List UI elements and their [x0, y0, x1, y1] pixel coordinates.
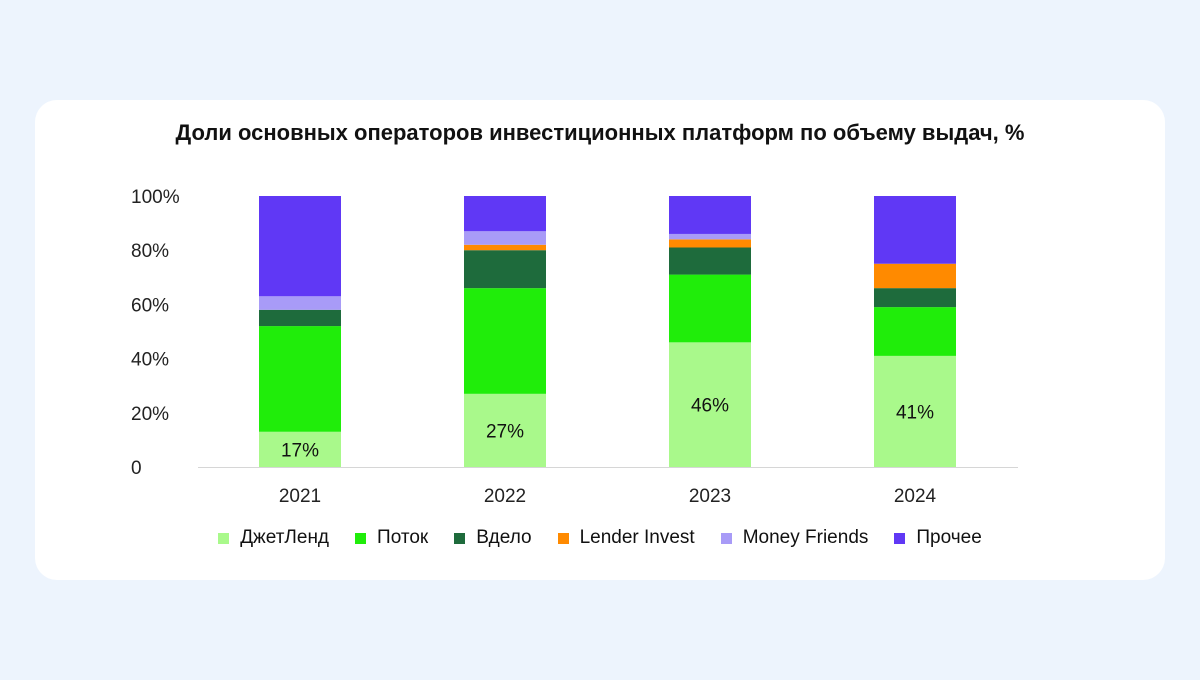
- bar-segment-Lender Invest: [669, 239, 751, 248]
- bar-segment-ДжетЛенд: [669, 342, 751, 467]
- bar-segment-Money Friends: [669, 233, 751, 240]
- legend-label: Вдело: [476, 527, 532, 548]
- x-tick-label: 2024: [894, 486, 937, 507]
- x-tick-label: 2023: [689, 486, 731, 507]
- legend-label: Прочее: [916, 527, 982, 548]
- bar-segment-Прочее: [874, 196, 956, 264]
- data-label: 17%: [281, 440, 319, 461]
- bar-segment-ДжетЛенд: [874, 355, 956, 467]
- y-tick-label: 40%: [131, 350, 169, 371]
- y-tick-label: 100%: [131, 187, 180, 208]
- legend-label: Поток: [377, 527, 429, 548]
- y-tick-label: 80%: [131, 241, 169, 262]
- legend-swatch: [218, 532, 230, 544]
- bar-segment-ДжетЛенд: [259, 431, 341, 467]
- bar-segment-Прочее: [669, 196, 751, 234]
- legend-label: Lender Invest: [579, 527, 695, 548]
- y-tick-label: 60%: [131, 295, 169, 316]
- y-tick-label: 0: [131, 458, 142, 479]
- legend-label: Money Friends: [742, 527, 869, 548]
- data-label: 46%: [691, 396, 729, 417]
- bar-segment-Вдело: [874, 288, 956, 308]
- legend-label: ДжетЛенд: [240, 527, 330, 548]
- x-tick-label: 2021: [279, 486, 321, 507]
- legend-item: Money Friends: [720, 527, 869, 549]
- bar-segment-Money Friends: [259, 296, 341, 310]
- bar-segment-Поток: [669, 274, 751, 343]
- y-tick-label: 20%: [131, 404, 169, 425]
- bar-segment-Поток: [874, 307, 956, 356]
- data-label: 41%: [896, 402, 934, 423]
- legend-swatch: [557, 532, 569, 544]
- chart-card: Доли основных операторов инвестиционных …: [35, 100, 1165, 580]
- bar-segment-Прочее: [464, 196, 546, 232]
- bar-segment-Вдело: [669, 247, 751, 275]
- bar-segment-Lender Invest: [874, 263, 956, 289]
- legend-item: Прочее: [894, 527, 982, 549]
- legend-swatch: [894, 532, 906, 544]
- data-label: 27%: [486, 421, 524, 442]
- legend-swatch: [720, 532, 732, 544]
- bar-segment-Прочее: [259, 196, 341, 297]
- legend-swatch: [454, 532, 466, 544]
- bar-segment-Lender Invest: [464, 244, 546, 251]
- bar-segment-Вдело: [259, 309, 341, 327]
- bar-segment-Поток: [259, 326, 341, 432]
- legend-item: Вдело: [454, 527, 532, 549]
- legend-item: ДжетЛенд: [218, 527, 329, 549]
- bar-segment-Вдело: [464, 250, 546, 289]
- bar-segment-ДжетЛенд: [464, 393, 546, 467]
- stacked-bar-chart: 0 20% 40% 60% 80% 100% 17% 2021 27% 2022 46% 2023 41…: [131, 187, 1018, 507]
- legend-item: Поток: [355, 527, 428, 549]
- x-tick-label: 2022: [484, 486, 526, 507]
- legend-item: Lender Invest: [557, 527, 695, 549]
- bar-segment-Поток: [464, 288, 546, 394]
- chart-title: Доли основных операторов инвестиционных …: [175, 120, 1025, 145]
- chart-legend: ДжетЛенд Поток Вдело Lender Invest Money Fri…: [35, 527, 1165, 549]
- legend-swatch: [355, 532, 367, 544]
- bar-segment-Money Friends: [464, 231, 546, 245]
